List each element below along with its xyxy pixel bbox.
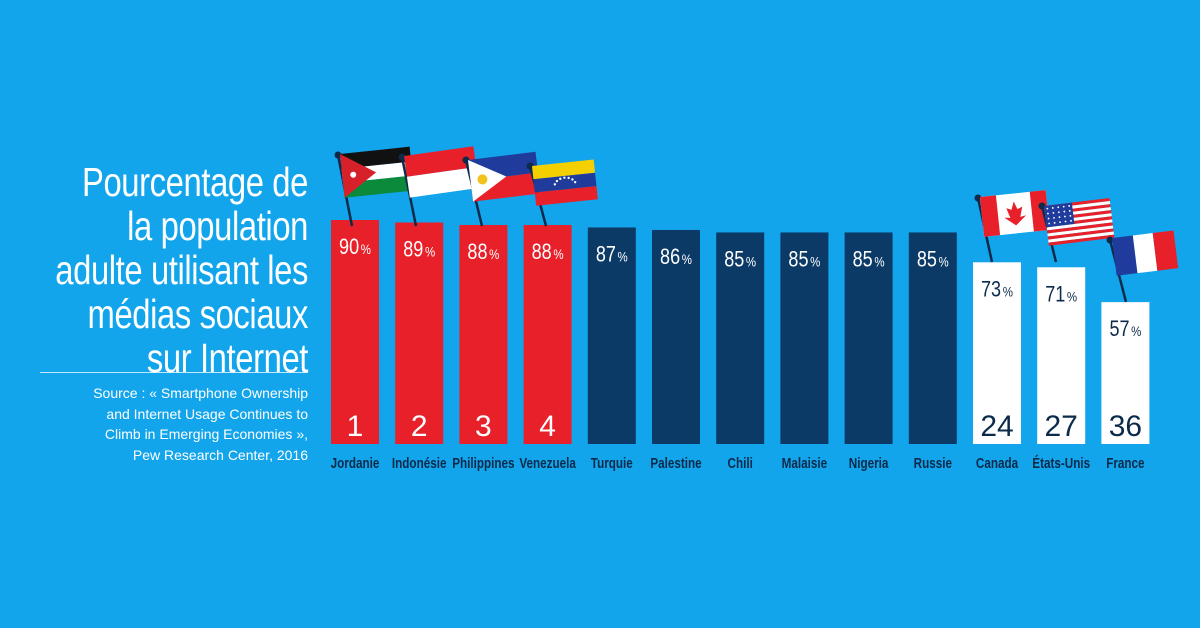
bar-group: 86 % Palestine (650, 229, 702, 472)
rank-label: 4 (539, 410, 556, 443)
category-label: Venezuela (519, 455, 576, 472)
flag-pole-knob (1106, 236, 1114, 244)
bar (395, 222, 444, 444)
bar-group: 85 % Russie (908, 232, 957, 472)
bar (459, 224, 508, 444)
value-label: 90% (339, 235, 371, 259)
value-label: 88% (467, 240, 499, 264)
bar (652, 229, 700, 444)
value-label: 73% (981, 278, 1013, 302)
value-label: 89% (403, 238, 435, 262)
value-label: 85% (724, 248, 756, 272)
bar (523, 224, 572, 444)
flag-pole-knob (974, 194, 982, 202)
usa-flag (1044, 197, 1115, 246)
bar-group: 88 % 3 Philippines (452, 224, 515, 472)
jordan-flag (340, 146, 415, 198)
bar-group: 90 % 1 Jordanie (331, 220, 380, 471)
source-citation: Source : « Smartphone Ownership and Inte… (93, 385, 308, 463)
bar-group: 87 % Turquie (587, 227, 636, 472)
category-label: Chili (728, 455, 753, 472)
value-label: 86% (660, 245, 692, 269)
rank-label: 2 (411, 410, 428, 443)
value-label: 85% (917, 248, 949, 272)
rank-label: 24 (980, 410, 1013, 443)
bar-group: 71 % 27 États-Unis (1032, 267, 1090, 471)
category-label: Indonésie (392, 455, 447, 472)
rank-label: 1 (347, 410, 364, 443)
value-label: 88% (532, 240, 564, 264)
bar (908, 232, 957, 444)
philippines-flag (468, 151, 541, 202)
bar (331, 220, 379, 444)
bar (844, 232, 893, 444)
value-label: 85% (853, 248, 885, 272)
venezuela-flag (532, 159, 598, 206)
category-label: Canada (976, 455, 1019, 472)
bar (1101, 302, 1150, 444)
value-label: 71% (1045, 283, 1077, 307)
rank-label: 36 (1109, 410, 1142, 443)
bar-group: 73 % 24 Canada (973, 262, 1021, 471)
bar-group: 85 % Nigeria (844, 232, 893, 472)
title-divider (40, 372, 308, 373)
bar (780, 232, 829, 444)
flag-pole-knob (398, 153, 406, 161)
bar (1037, 267, 1086, 444)
category-label: Palestine (650, 455, 702, 472)
flag-pole-knob (334, 151, 342, 159)
bar-group: 89 % 2 Indonésie (392, 222, 447, 471)
flag-pole-knob (1038, 202, 1046, 210)
bar-group: 85 % Malaisie (780, 232, 829, 472)
category-label: Jordanie (331, 455, 380, 472)
category-label: Turquie (591, 455, 633, 472)
flag-pole-knob (526, 162, 534, 170)
bar (587, 227, 636, 444)
value-label: 87% (596, 243, 628, 267)
category-label: Malaisie (782, 455, 828, 472)
bar (716, 232, 765, 444)
category-label: France (1106, 455, 1145, 472)
bar-group: 57 % 36 France (1101, 302, 1150, 472)
rank-label: 27 (1045, 410, 1078, 443)
rank-label: 3 (475, 410, 492, 443)
bar-group: 88 % 4 Venezuela (519, 224, 576, 472)
flag-pole-knob (462, 156, 470, 164)
category-label: Russie (914, 455, 953, 472)
category-label: Philippines (452, 455, 514, 472)
bar-group: 85 % Chili (716, 232, 765, 472)
category-label: États-Unis (1032, 455, 1090, 472)
value-label: 57% (1109, 318, 1141, 342)
indonesia-flag (404, 146, 480, 198)
canada-flag (980, 190, 1050, 237)
france-flag (1112, 230, 1179, 276)
category-label: Nigeria (849, 455, 889, 472)
value-label: 85% (788, 248, 820, 272)
bar (973, 262, 1021, 444)
